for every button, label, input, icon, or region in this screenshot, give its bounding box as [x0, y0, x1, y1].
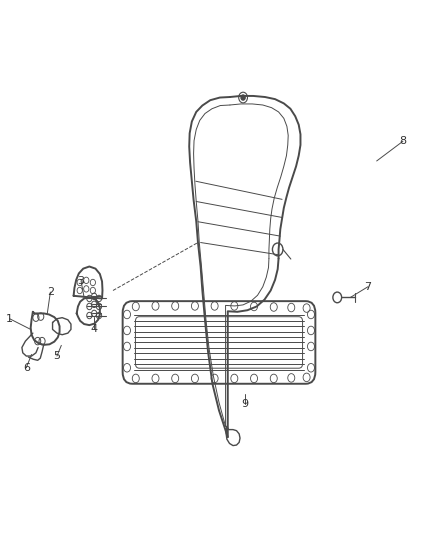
Text: 5: 5 [53, 351, 60, 361]
Text: 7: 7 [364, 282, 371, 292]
Text: 8: 8 [399, 136, 406, 146]
Text: 4: 4 [91, 325, 98, 334]
Circle shape [241, 95, 245, 100]
Text: 9: 9 [242, 399, 249, 409]
Text: 6: 6 [23, 363, 30, 373]
Text: 1: 1 [6, 314, 13, 324]
Text: 2: 2 [47, 287, 54, 297]
Text: 3: 3 [78, 276, 85, 286]
